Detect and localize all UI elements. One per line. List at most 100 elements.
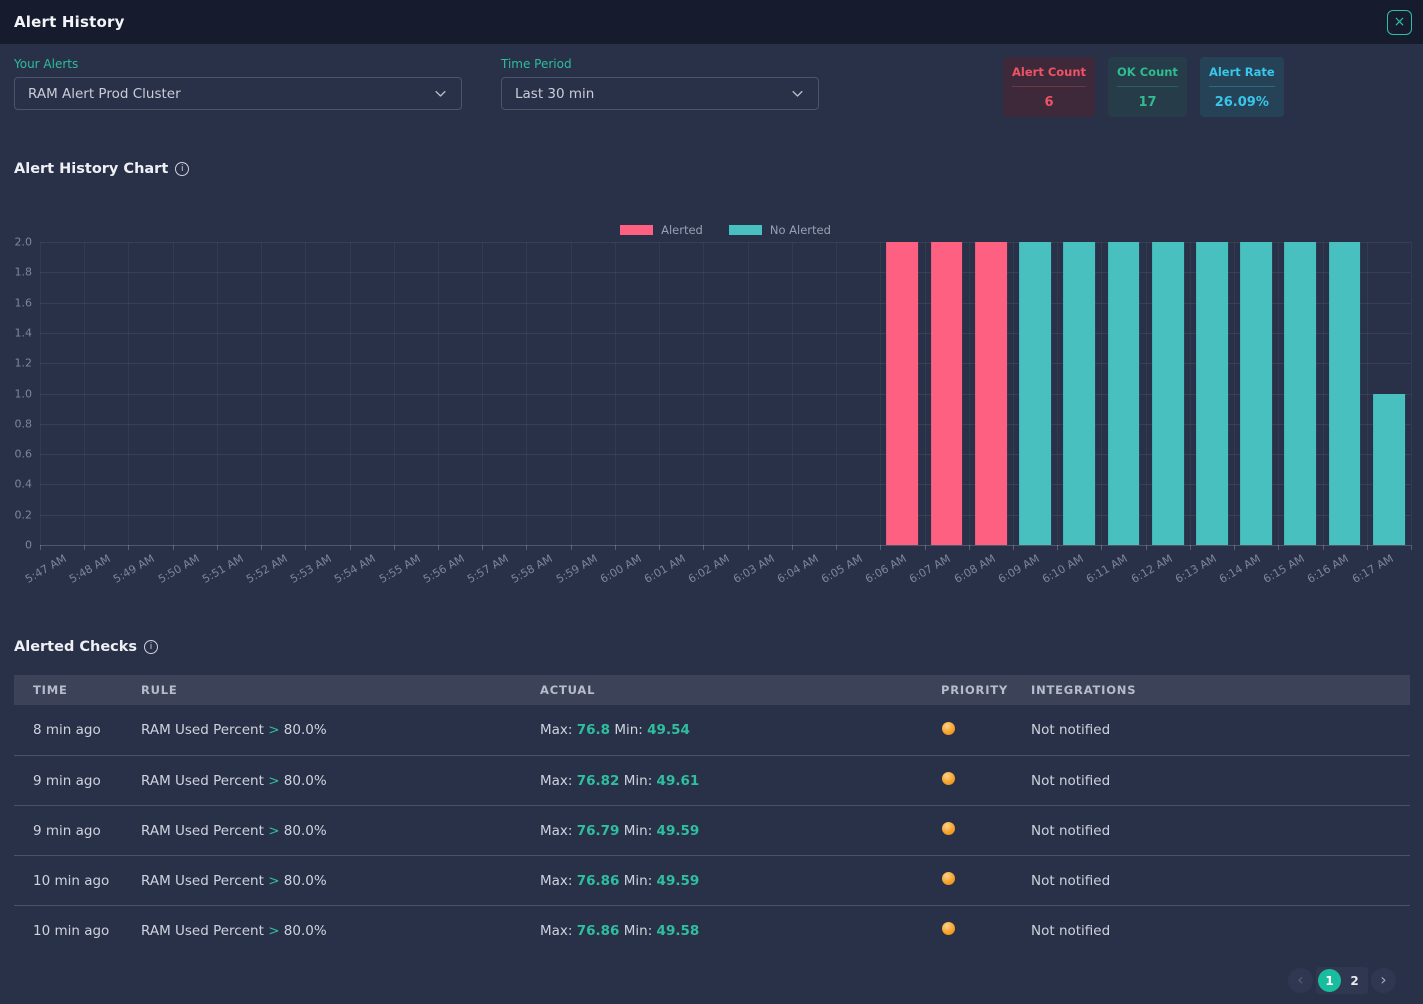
legend-item[interactable]: Alerted: [620, 223, 703, 237]
table-row[interactable]: 9 min ago RAM Used Percent > 80.0% Max: 76…: [14, 805, 1410, 855]
x-axis-label: 6:14 AM: [1217, 552, 1263, 586]
y-axis-label: 0.2: [14, 508, 33, 522]
legend-swatch: [728, 225, 762, 235]
time-period-filter: Time Period Last 30 min: [501, 57, 819, 110]
pagination-page-1[interactable]: 1: [1318, 969, 1341, 992]
v-gridline: [703, 242, 705, 545]
table-header: TIME RULE ACTUAL PRIORITY INTEGRATIONS: [14, 675, 1410, 705]
stat-label: Alert Count: [1012, 65, 1087, 79]
time-cell: 8 min ago: [33, 722, 101, 738]
your-alerts-select[interactable]: RAM Alert Prod Cluster: [14, 77, 462, 110]
x-axis-tick: [968, 545, 970, 550]
chart-title-row: Alert History Chart i: [0, 161, 1423, 177]
legend-label: No Alerted: [769, 223, 831, 237]
actual-max-value: 76.86: [576, 922, 620, 939]
pagination-page-2[interactable]: 2: [1343, 969, 1366, 992]
stat-divider: [1117, 86, 1178, 87]
x-axis-label: 6:10 AM: [1040, 552, 1086, 586]
stat-label: OK Count: [1117, 65, 1178, 79]
bar-no-alerted[interactable]: [1328, 242, 1361, 545]
time-period-select[interactable]: Last 30 min: [501, 77, 819, 110]
chevron-down-icon: [435, 90, 446, 97]
legend-label: Alerted: [661, 223, 703, 237]
bar-alerted[interactable]: [974, 242, 1007, 545]
table-row[interactable]: 10 min ago RAM Used Percent > 80.0% Max: 7…: [14, 855, 1410, 905]
rule-cell: RAM Used Percent > 80.0%: [141, 822, 327, 839]
actual-max-value: 76.79: [576, 822, 620, 839]
bar-no-alerted[interactable]: [1284, 242, 1317, 545]
priority-dot: [942, 721, 955, 735]
x-axis-label: 6:03 AM: [730, 552, 777, 586]
x-axis-tick: [261, 545, 263, 550]
v-gridline: [924, 242, 926, 545]
h-gridline: [40, 272, 1411, 274]
x-axis-tick: [1322, 545, 1324, 550]
x-axis-label: 6:08 AM: [951, 552, 998, 586]
x-axis-label: 6:16 AM: [1305, 552, 1352, 586]
v-gridline: [791, 242, 793, 545]
bar-alerted[interactable]: [886, 242, 919, 545]
x-axis-label: 6:17 AM: [1349, 552, 1396, 586]
rule-cell: RAM Used Percent > 80.0%: [141, 922, 327, 939]
bar-no-alerted[interactable]: [1240, 242, 1273, 545]
info-icon[interactable]: i: [175, 162, 190, 176]
bar-no-alerted[interactable]: [1151, 242, 1184, 545]
x-axis-tick: [924, 545, 926, 550]
pagination-next-button[interactable]: ›: [1371, 968, 1396, 993]
table-body: 8 min ago RAM Used Percent > 80.0% Max: 76…: [14, 705, 1410, 955]
actual-min-value: 49.58: [656, 922, 700, 939]
table-row[interactable]: 10 min ago RAM Used Percent > 80.0% Max: 7…: [14, 905, 1410, 955]
actual-max-value: 76.82: [576, 772, 620, 789]
rule-cell: RAM Used Percent > 80.0%: [141, 722, 327, 738]
alerted-checks-section: Alerted Checks i TIME RULE ACTUAL PRIORI…: [0, 639, 1423, 994]
v-gridline: [526, 242, 528, 545]
bar-no-alerted[interactable]: [1019, 242, 1051, 545]
actual-cell: Max: 76.8 Min: 49.54: [540, 722, 690, 738]
legend-item[interactable]: No Alerted: [728, 223, 831, 237]
info-icon[interactable]: i: [144, 640, 159, 654]
priority-cell: [941, 721, 1031, 739]
bar-alerted[interactable]: [930, 242, 963, 545]
x-axis-tick: [880, 545, 882, 550]
x-axis-tick: [172, 545, 174, 550]
x-axis-tick: [1411, 545, 1412, 550]
x-axis-tick: [1101, 545, 1103, 550]
x-axis-label: 6:07 AM: [907, 552, 954, 586]
h-gridline: [40, 514, 1411, 516]
bar-no-alerted[interactable]: [1196, 242, 1228, 545]
x-axis-label: 6:09 AM: [995, 552, 1042, 586]
rule-operator: >: [268, 822, 280, 839]
table-row[interactable]: 8 min ago RAM Used Percent > 80.0% Max: 76…: [14, 705, 1410, 755]
bar-no-alerted[interactable]: [1107, 242, 1140, 545]
x-axis-tick: [438, 545, 440, 550]
y-axis-label: 2.0: [14, 235, 33, 249]
your-alerts-label: Your Alerts: [14, 57, 79, 71]
v-gridline: [1322, 242, 1324, 545]
actual-cell: Max: 76.79 Min: 49.59: [540, 822, 700, 839]
table-row[interactable]: 9 min ago RAM Used Percent > 80.0% Max: 76…: [14, 755, 1410, 805]
x-axis-label: 5:58 AM: [509, 552, 556, 586]
x-axis-tick: [791, 545, 793, 550]
table-section-title: Alerted Checks: [14, 639, 138, 655]
v-gridline: [172, 242, 174, 545]
priority-cell: [941, 922, 1031, 939]
x-axis-label: 6:06 AM: [863, 552, 909, 586]
x-axis-tick: [84, 545, 86, 550]
y-axis-label: 0.8: [14, 417, 33, 431]
close-icon: ×: [1393, 14, 1406, 30]
integrations-cell: Not notified: [1031, 822, 1111, 839]
v-gridline: [1278, 242, 1280, 545]
stat-label: Alert Rate: [1208, 65, 1275, 79]
close-button[interactable]: ×: [1387, 9, 1412, 35]
integrations-cell: Not notified: [1031, 722, 1111, 738]
x-axis-label: 6:05 AM: [819, 552, 865, 586]
y-axis-label: 1.8: [14, 265, 33, 279]
actual-cell: Max: 76.86 Min: 49.58: [540, 922, 700, 939]
bar-no-alerted[interactable]: [1063, 242, 1096, 545]
v-gridline: [482, 242, 484, 545]
v-gridline: [1012, 242, 1014, 545]
x-axis-label: 5:57 AM: [465, 552, 511, 586]
bar-no-alerted[interactable]: [1372, 393, 1405, 545]
pagination-prev-button[interactable]: ‹: [1288, 968, 1313, 993]
stat-alert-rate: Alert Rate 26.09%: [1199, 57, 1284, 117]
